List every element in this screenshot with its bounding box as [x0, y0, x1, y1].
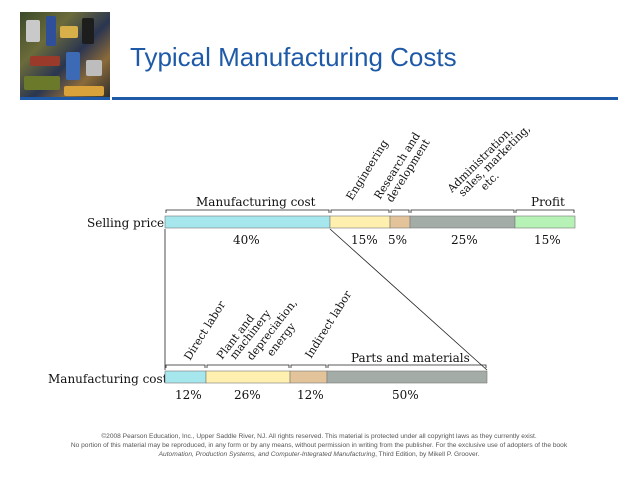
footer-book-title: Automation, Production Systems, and Comp… [158, 451, 376, 458]
label-indirect-labor: Indirect labor [303, 288, 355, 361]
footer-line-3-rest: , Third Edition, by Mikell P. Groover. [375, 451, 480, 458]
brace-research [390, 209, 410, 213]
bar-segment-manufacturing-cost [164, 215, 331, 229]
percent-administration: 25% [451, 233, 478, 247]
bar-segment-indirect-labor [289, 370, 328, 384]
label-admin-line2: sales, marketing, [456, 122, 533, 199]
percent-manufacturing-cost: 40% [233, 233, 260, 247]
slide-title: Typical Manufacturing Costs [130, 42, 457, 72]
slide-header: Typical Manufacturing Costs [0, 0, 638, 104]
percent-plant-machinery: 26% [234, 388, 261, 402]
title-underline [112, 97, 618, 100]
title-underline-left [20, 97, 110, 100]
bar-segment-direct-labor [164, 370, 207, 384]
brace-manufacturing-cost [165, 209, 330, 213]
brace-plant-machinery [206, 364, 290, 368]
label-parts-materials: Parts and materials [351, 351, 470, 365]
bar-segment-parts-materials [326, 370, 488, 384]
brace-profit [515, 209, 575, 213]
bar-segment-profit [514, 215, 576, 229]
electronics-photo [20, 12, 110, 100]
label-profit: Profit [531, 195, 565, 209]
expansion-line-right [329, 228, 488, 371]
brace-direct-labor [165, 364, 206, 368]
percent-parts-materials: 50% [392, 388, 419, 402]
percent-indirect-labor: 12% [297, 388, 324, 402]
label-manufacturing-cost: Manufacturing cost [196, 195, 316, 209]
footer-line-1: ©2008 Pearson Education, Inc., Upper Sad… [101, 433, 537, 440]
bar-segment-engineering [329, 215, 391, 229]
bar-segment-plant-machinery [205, 370, 291, 384]
manufacturing-cost-row-label: Manufacturing cost [48, 372, 168, 386]
percent-engineering: 15% [351, 233, 378, 247]
percent-direct-labor: 12% [175, 388, 202, 402]
brace-administration [410, 209, 515, 213]
bar-segment-administration [409, 215, 516, 229]
brace-engineering [330, 209, 390, 213]
brace-parts-materials [327, 364, 487, 368]
brace-indirect-labor [290, 364, 327, 368]
percent-research: 5% [388, 233, 407, 247]
percent-profit: 15% [534, 233, 561, 247]
selling-price-row-label: Selling price [87, 216, 164, 230]
footer-line-3: Automation, Production Systems, and Comp… [0, 450, 638, 459]
footer-line-2: No portion of this material may be repro… [70, 442, 568, 449]
bar-segment-research-development [389, 215, 411, 229]
copyright-footer: ©2008 Pearson Education, Inc., Upper Sad… [0, 432, 638, 459]
